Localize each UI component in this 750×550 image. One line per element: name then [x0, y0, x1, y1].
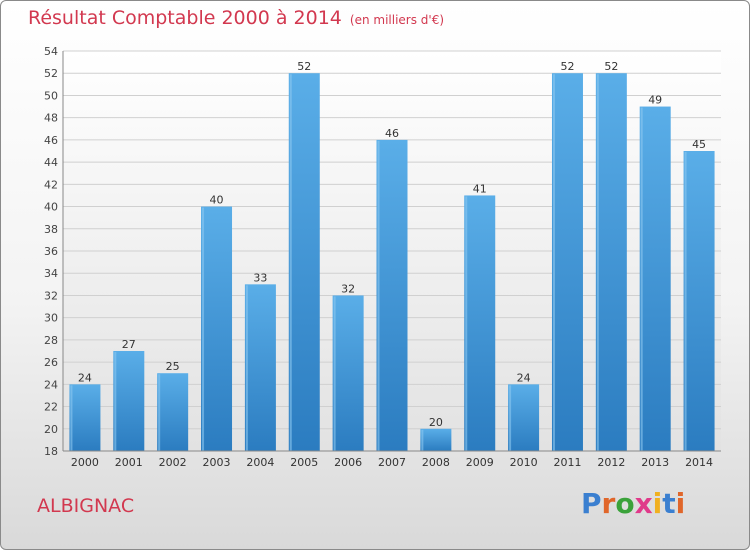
x-tick-label: 2011 — [553, 456, 581, 469]
y-tick-label: 34 — [44, 267, 58, 280]
y-tick-label: 22 — [44, 401, 58, 414]
x-tick-label: 2003 — [203, 456, 231, 469]
x-tick-label: 2001 — [115, 456, 143, 469]
bar-value-label: 46 — [385, 127, 399, 140]
x-tick-label: 2010 — [510, 456, 538, 469]
y-tick-label: 30 — [44, 312, 58, 325]
logo-letter: i — [675, 487, 686, 520]
y-tick-label: 50 — [44, 89, 58, 102]
x-tick-label: 2000 — [71, 456, 99, 469]
x-tick-label: 2012 — [597, 456, 625, 469]
bar — [595, 73, 627, 451]
bar-value-label: 45 — [692, 138, 706, 151]
bar-value-label: 33 — [253, 271, 267, 284]
bar — [464, 195, 496, 451]
proxiti-logo: Proxiti — [581, 487, 685, 520]
x-tick-label: 2007 — [378, 456, 406, 469]
bar-highlight — [596, 74, 599, 451]
x-tick-label: 2006 — [334, 456, 362, 469]
bar — [551, 73, 583, 451]
x-tick-label: 2004 — [246, 456, 274, 469]
y-tick-label: 28 — [44, 334, 58, 347]
bar-highlight — [289, 74, 292, 451]
bar-highlight — [333, 296, 336, 451]
bar — [69, 384, 101, 451]
y-tick-label: 20 — [44, 423, 58, 436]
bar-value-label: 52 — [604, 60, 618, 73]
logo-letter: r — [601, 487, 616, 520]
bar-highlight — [158, 374, 161, 451]
bar-value-label: 20 — [429, 416, 443, 429]
bar-value-label: 49 — [648, 94, 662, 107]
y-tick-label: 52 — [44, 67, 58, 80]
bar-value-label: 52 — [560, 60, 574, 73]
bar-value-label: 41 — [473, 182, 487, 195]
bar-value-label: 40 — [210, 194, 224, 207]
bar-highlight — [509, 385, 512, 451]
bar-highlight — [684, 152, 687, 451]
bar-highlight — [465, 196, 468, 451]
x-tick-label: 2014 — [685, 456, 713, 469]
bars: 24 27 25 40 33 52 32 46 20 41 24 52 52 49 45 — [69, 60, 715, 452]
bar-value-label: 24 — [78, 371, 92, 384]
y-tick-label: 36 — [44, 245, 58, 258]
logo-letter: x — [634, 487, 653, 520]
bar — [508, 384, 540, 451]
bar-highlight — [640, 107, 643, 452]
y-tick-label: 54 — [44, 45, 58, 58]
y-tick-label: 32 — [44, 289, 58, 302]
logo-letter: P — [581, 487, 602, 520]
bar — [376, 139, 408, 451]
y-tick-label: 48 — [44, 112, 58, 125]
bar-highlight — [245, 285, 248, 451]
bar-value-label: 25 — [166, 360, 180, 373]
title-main: Résultat Comptable 2000 à 2014 — [28, 7, 342, 29]
x-tick-label: 2005 — [290, 456, 318, 469]
bar — [420, 428, 452, 451]
y-tick-label: 42 — [44, 178, 58, 191]
bar — [683, 151, 715, 451]
x-tick-label: 2009 — [466, 456, 494, 469]
bar-value-label: 32 — [341, 282, 355, 295]
logo-letter: i — [652, 487, 663, 520]
x-tick-label: 2008 — [422, 456, 450, 469]
y-tick-label: 26 — [44, 356, 58, 369]
bar — [288, 73, 320, 451]
x-tick-label: 2013 — [641, 456, 669, 469]
y-tick-label: 18 — [44, 445, 58, 458]
y-tick-label: 44 — [44, 156, 58, 169]
town-name: ALBIGNAC — [37, 495, 135, 517]
bar-highlight — [421, 429, 424, 451]
bar-value-label: 52 — [297, 60, 311, 73]
logo-letter: o — [615, 487, 635, 520]
bar — [639, 106, 671, 452]
logo-letter: t — [662, 487, 676, 520]
y-tick-label: 40 — [44, 201, 58, 214]
bar-highlight — [70, 385, 73, 451]
bar-highlight — [202, 207, 205, 451]
bar-highlight — [552, 74, 555, 451]
title-unit: (en milliers d'€) — [349, 13, 445, 27]
bar — [201, 206, 233, 451]
x-tick-label: 2002 — [159, 456, 187, 469]
bar-value-label: 27 — [122, 338, 136, 351]
axes: 18 20 22 24 26 28 30 32 34 36 38 40 42 44 46 48 50 52 54 20… — [44, 45, 721, 469]
bar — [157, 373, 189, 451]
y-tick-label: 24 — [44, 378, 58, 391]
y-tick-label: 38 — [44, 223, 58, 236]
chart-title: Résultat Comptable 2000 à 2014 (en millie… — [28, 7, 444, 29]
bar — [113, 351, 145, 451]
bar-highlight — [377, 140, 380, 451]
y-tick-label: 46 — [44, 134, 58, 147]
bar — [332, 295, 364, 451]
bar-highlight — [114, 352, 117, 451]
bar — [244, 284, 276, 451]
bar-value-label: 24 — [517, 371, 531, 384]
